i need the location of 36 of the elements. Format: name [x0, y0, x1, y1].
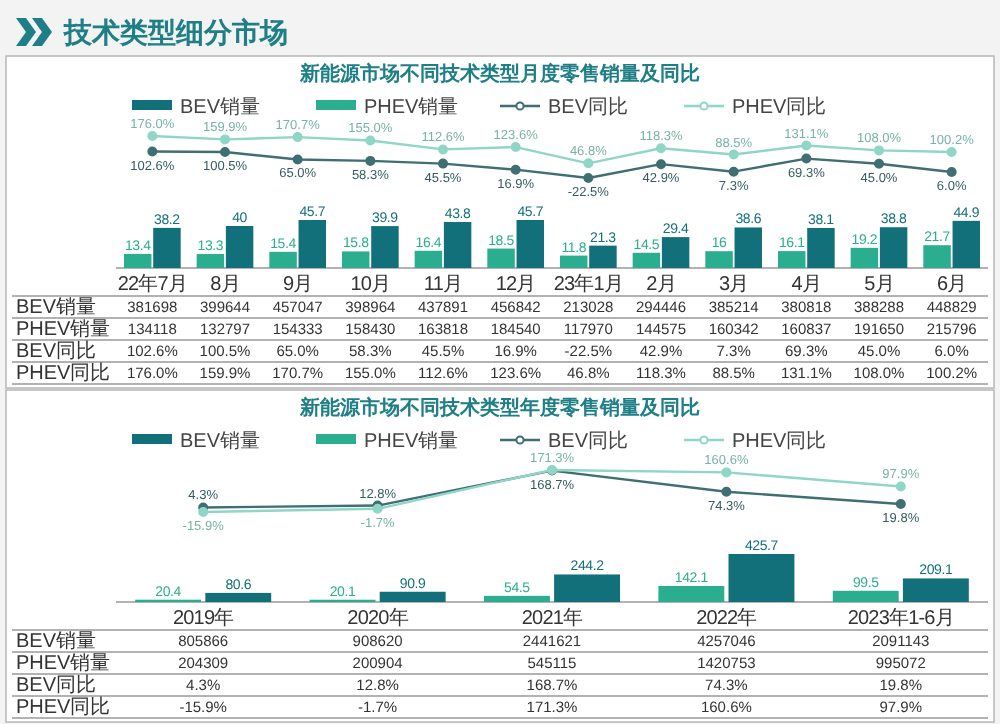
x-tick-label: 23年1月 [553, 272, 624, 296]
x-tick-label: 4月 [791, 274, 822, 296]
legend-label: PHEV同比 [732, 429, 827, 453]
x-tick-label: 9月 [282, 274, 313, 296]
x-tick-label: 5月 [864, 274, 894, 296]
legend-label: PHEV同比 [732, 95, 827, 119]
text: PHEV同比 [16, 363, 111, 385]
text: PHEV同比 [16, 697, 111, 719]
x-tick-label: 3月 [718, 274, 749, 296]
legend-label: BEV同比 [548, 95, 629, 119]
chart-title: 新能源市场不同技术类型年度零售销量及同比 [298, 396, 700, 420]
x-tick-label: 2022年 [696, 606, 758, 630]
x-tick-label: 8月 [210, 274, 240, 296]
chart-title: 新能源市场不同技术类型月度零售销量及同比 [298, 62, 700, 86]
text: PHEV销量 [16, 653, 111, 675]
text: BEV销量 [16, 631, 97, 653]
x-tick-label: 10月 [350, 274, 391, 296]
legend-label: BEV销量 [180, 97, 261, 119]
text: 技术类型细分市场 [62, 16, 288, 48]
legend-label: PHEV销量 [364, 431, 459, 453]
legend-label: PHEV销量 [364, 97, 459, 119]
text: BEV同比 [16, 341, 97, 363]
x-tick-label: 11月 [423, 274, 463, 296]
x-tick-label: 2023年1-6月 [847, 606, 954, 630]
text: BEV同比 [16, 675, 97, 697]
legend-label: BEV销量 [180, 431, 261, 453]
legend-label: BEV同比 [548, 429, 629, 453]
x-tick-label: 2019年 [172, 606, 235, 630]
text: PHEV销量 [16, 319, 111, 341]
x-tick-label: 22年7月 [117, 272, 188, 296]
x-tick-label: 12月 [495, 274, 536, 296]
text: BEV销量 [16, 297, 97, 319]
x-tick-label: 6月 [936, 274, 967, 296]
x-tick-label: 2月 [646, 274, 676, 296]
x-tick-label: 2020年 [347, 606, 409, 630]
x-tick-label: 2021年 [521, 606, 584, 630]
